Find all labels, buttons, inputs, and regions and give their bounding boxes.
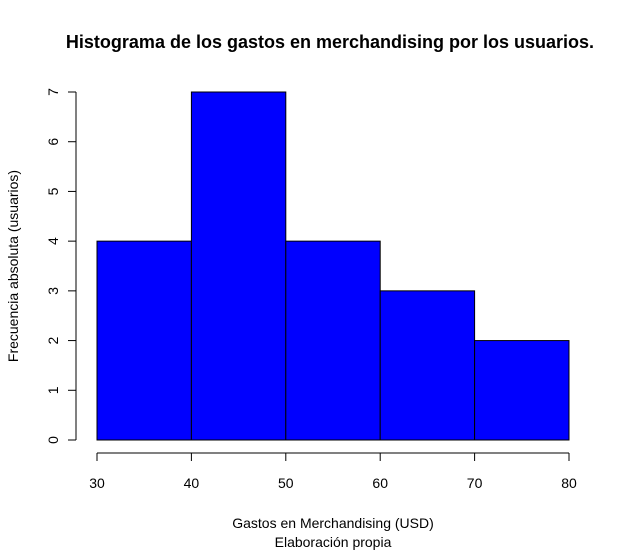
chart-subcaption: Elaboración propia (275, 534, 392, 550)
y-axis: 0 1 2 3 4 5 6 7 (45, 88, 77, 444)
histogram-bar-2 (190, 91, 287, 441)
x-tick-label-30: 30 (89, 475, 105, 491)
x-tick-label-50: 50 (278, 475, 294, 491)
histogram-bar-4 (379, 290, 476, 441)
y-tick-label-0: 0 (45, 436, 61, 444)
x-tick-label-70: 70 (467, 475, 483, 491)
y-tick-label-7: 7 (45, 88, 61, 96)
y-tick-label-1: 1 (45, 386, 61, 394)
histogram-bar-5 (474, 340, 570, 441)
bars-group (96, 91, 570, 441)
x-axis-title: Gastos en Merchandising (USD) (232, 515, 434, 531)
y-tick-label-5: 5 (45, 187, 61, 195)
y-tick-label-2: 2 (45, 336, 61, 344)
y-axis-title: Frecuencia absoluta (usuarios) (5, 170, 21, 362)
x-axis: 30 40 50 60 70 80 (89, 452, 577, 491)
x-tick-label-40: 40 (184, 475, 200, 491)
histogram-bar-3 (285, 240, 381, 441)
histogram-bar-1 (96, 240, 192, 441)
chart-title: Histograma de los gastos en merchandisin… (66, 32, 594, 52)
y-tick-label-4: 4 (45, 237, 61, 245)
y-tick-label-3: 3 (45, 287, 61, 295)
x-tick-label-60: 60 (372, 475, 388, 491)
y-tick-label-6: 6 (45, 138, 61, 146)
x-tick-label-80: 80 (561, 475, 577, 491)
